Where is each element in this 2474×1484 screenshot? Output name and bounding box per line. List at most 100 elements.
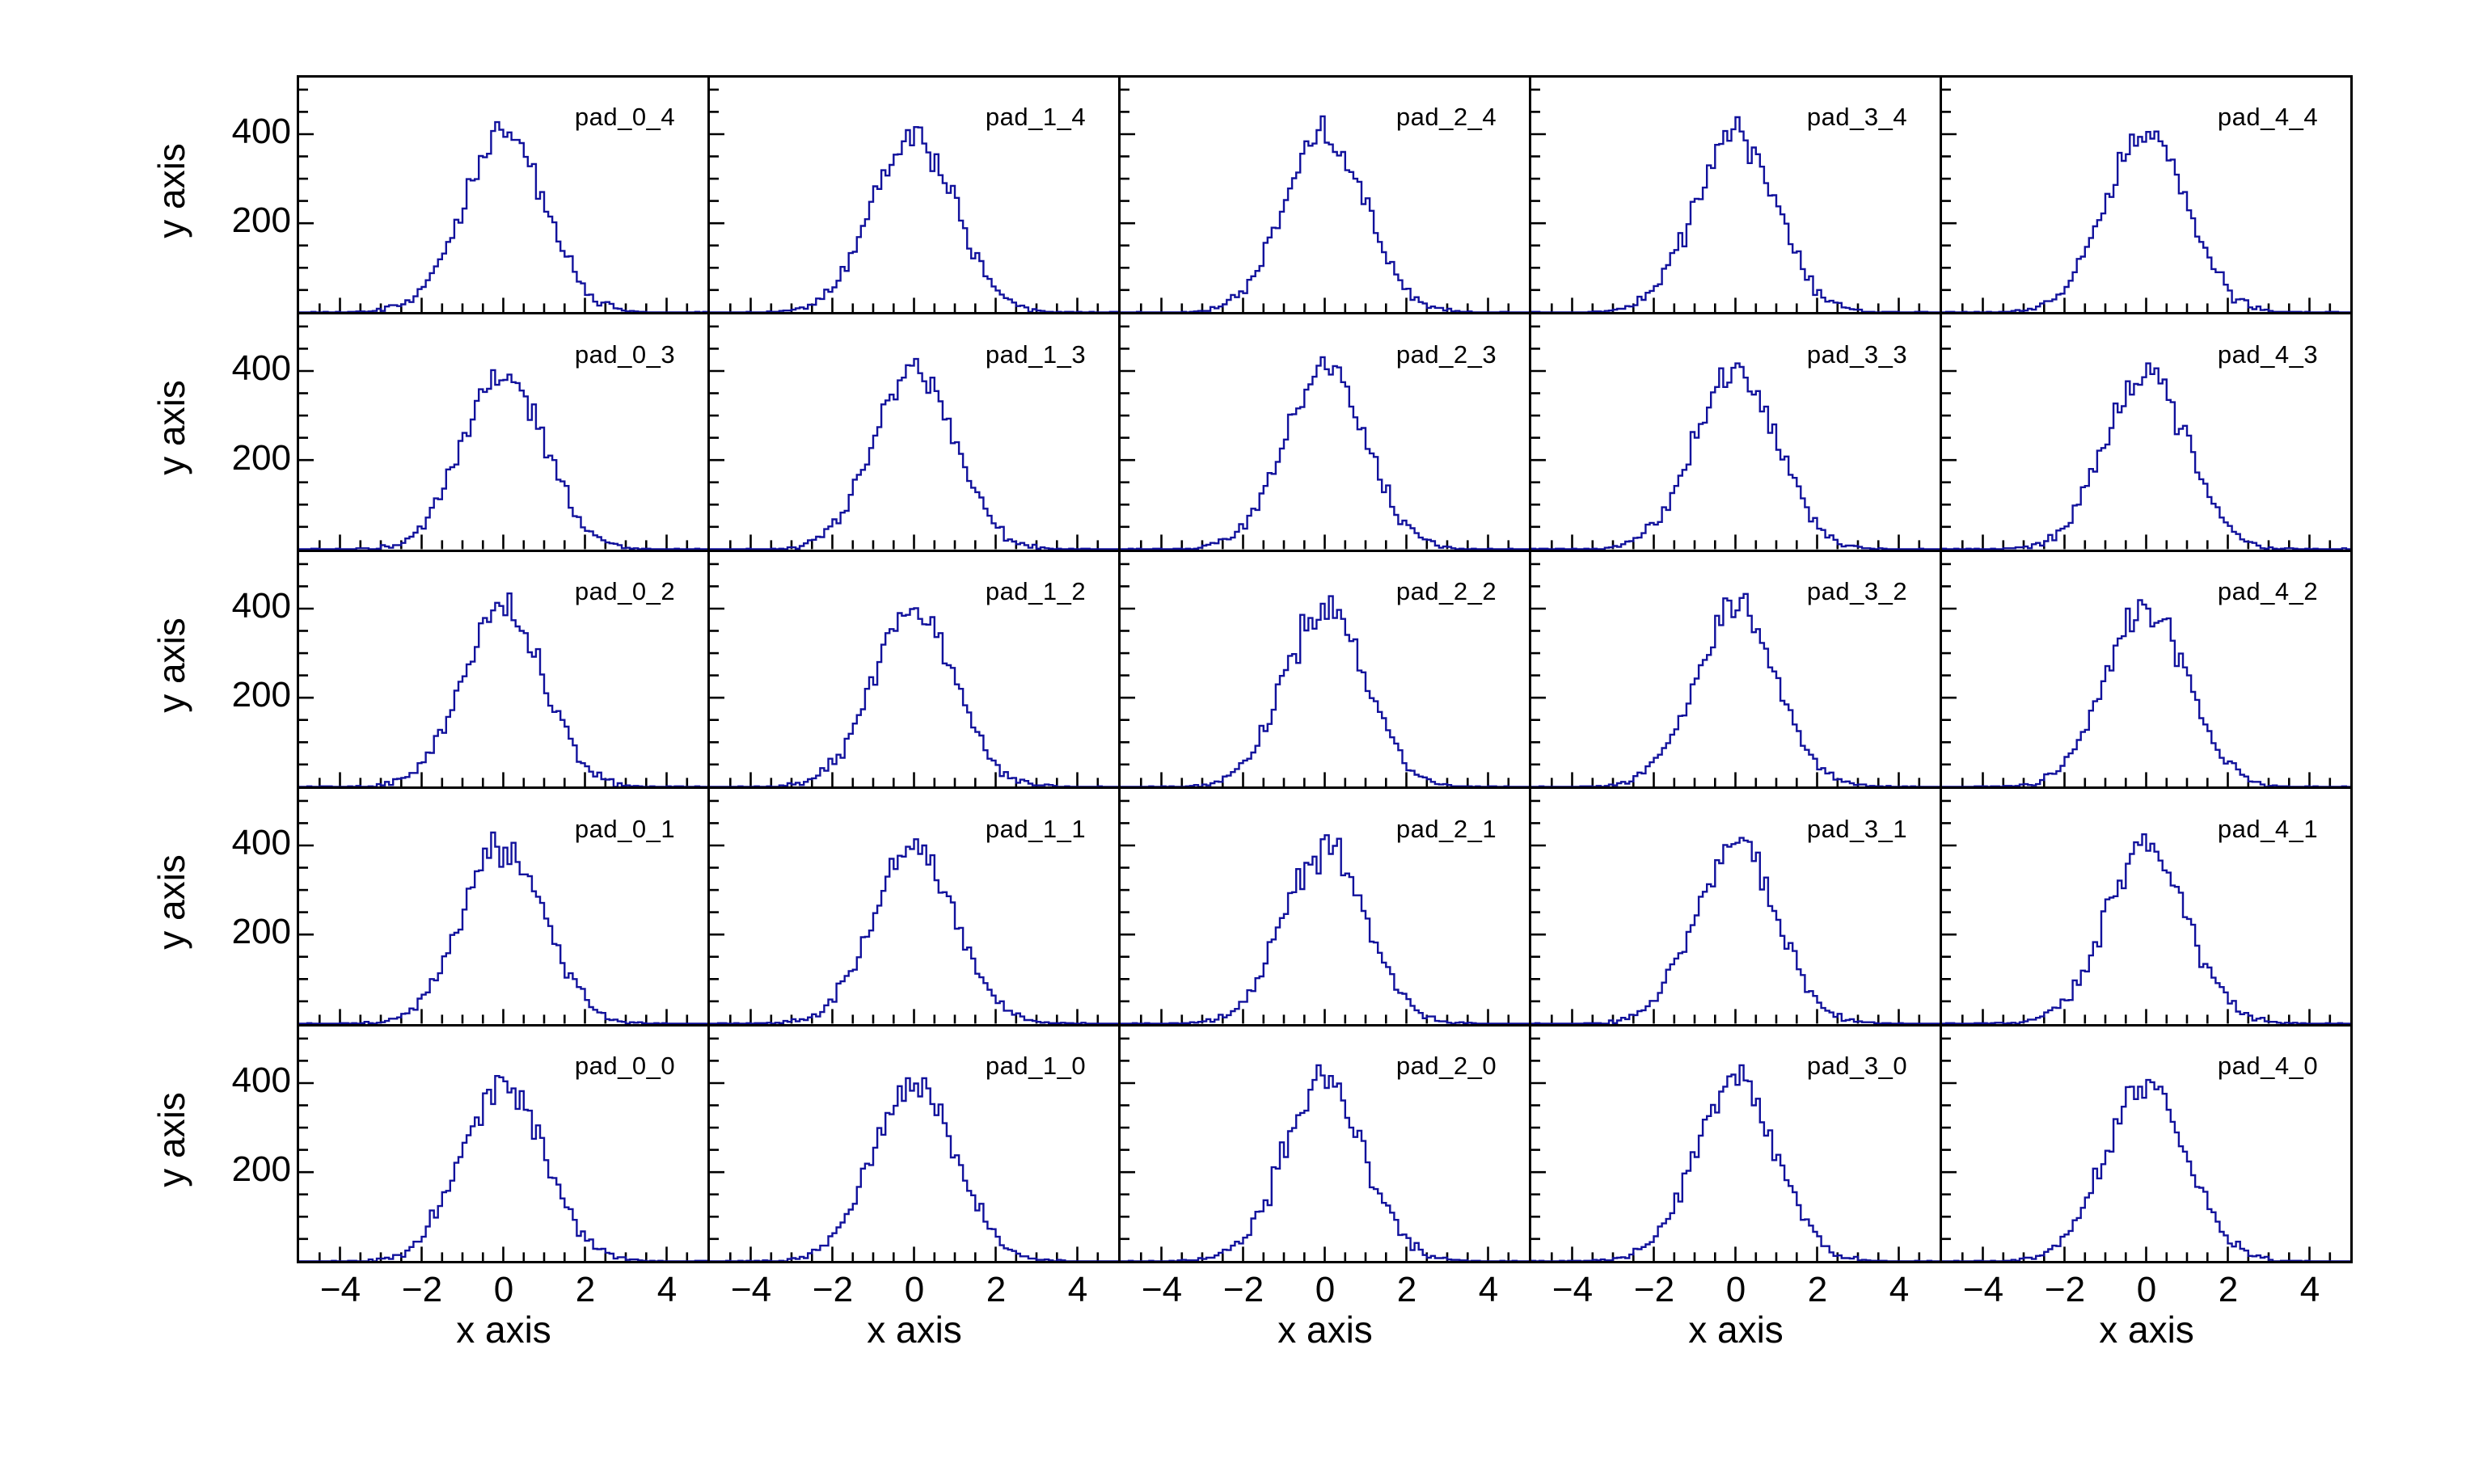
axis-ticks bbox=[1531, 563, 1921, 787]
y-tick-label: 400 bbox=[231, 586, 291, 626]
pad-label: pad_4_3 bbox=[2217, 339, 2319, 369]
pad-cell: pad_1_1 bbox=[707, 789, 1118, 1027]
y-tick-label: 400 bbox=[231, 348, 291, 388]
axis-ticks bbox=[299, 325, 689, 550]
histogram-plot bbox=[299, 325, 707, 550]
y-tick-label: 400 bbox=[231, 112, 291, 151]
pad-label: pad_3_2 bbox=[1806, 577, 1908, 606]
histogram-line bbox=[299, 831, 707, 1024]
x-tick-label: −4 bbox=[1141, 1270, 1183, 1309]
histogram-plot bbox=[1531, 88, 1940, 313]
y-tick-label: 200 bbox=[231, 438, 291, 478]
histogram-line bbox=[299, 592, 707, 787]
pad-cell: pad_0_0 bbox=[297, 1026, 707, 1263]
histogram-line bbox=[710, 606, 1118, 787]
y-axis-title: y axis bbox=[150, 618, 192, 713]
x-tick-label: 2 bbox=[1396, 1270, 1417, 1309]
pad-label: pad_2_3 bbox=[1395, 339, 1497, 369]
x-tick-label: −2 bbox=[1222, 1270, 1264, 1309]
x-tick-label: 4 bbox=[1067, 1270, 1088, 1309]
histogram-line bbox=[1531, 837, 1940, 1024]
pad-label: pad_1_3 bbox=[985, 339, 1087, 369]
pad-cell: pad_0_1 bbox=[297, 789, 707, 1027]
axis-ticks bbox=[1121, 563, 1510, 787]
histogram-line bbox=[1121, 356, 1529, 550]
x-axis-title: x axis bbox=[456, 1309, 551, 1351]
histogram-line bbox=[1531, 362, 1940, 550]
histogram-plot bbox=[1121, 799, 1529, 1024]
histogram-line bbox=[710, 358, 1118, 550]
x-tick-label: 4 bbox=[2299, 1270, 2320, 1309]
y-axis-title: y axis bbox=[150, 1092, 192, 1187]
histogram-plot bbox=[1531, 325, 1940, 550]
y-axis-title: y axis bbox=[150, 380, 192, 475]
pad-label: pad_4_1 bbox=[2217, 814, 2319, 843]
x-tick-label: 2 bbox=[575, 1270, 596, 1309]
histogram-line bbox=[1942, 130, 2350, 313]
pad-cell: pad_1_3 bbox=[707, 314, 1118, 552]
x-tick-label: −4 bbox=[1552, 1270, 1594, 1309]
pad-label: pad_3_4 bbox=[1806, 103, 1908, 132]
histogram-plot bbox=[710, 88, 1118, 313]
pad-cell: pad_1_4 bbox=[707, 78, 1118, 315]
axis-ticks bbox=[1942, 563, 2332, 787]
pad-cell: pad_4_0 bbox=[1940, 1026, 2350, 1263]
x-tick-label: 0 bbox=[1315, 1270, 1336, 1309]
histogram-plot bbox=[1121, 1037, 1529, 1261]
pad-cell: pad_2_0 bbox=[1118, 1026, 1529, 1263]
histogram-line bbox=[1531, 1064, 1940, 1261]
pad-cell: pad_0_3 bbox=[297, 314, 707, 552]
pad-cell: pad_4_1 bbox=[1940, 789, 2350, 1027]
histogram-line bbox=[710, 1077, 1118, 1261]
axis-ticks bbox=[710, 1037, 1100, 1261]
histogram-plot bbox=[1121, 563, 1529, 787]
axis-ticks bbox=[1121, 325, 1510, 550]
y-tick-label: 400 bbox=[231, 823, 291, 862]
histogram-plot bbox=[710, 563, 1118, 787]
histogram-plot bbox=[1121, 325, 1529, 550]
x-tick-label: −2 bbox=[1633, 1270, 1675, 1309]
pad-label: pad_0_3 bbox=[574, 339, 676, 369]
x-tick-label: 0 bbox=[493, 1270, 514, 1309]
histogram-plot bbox=[299, 799, 707, 1024]
axis-ticks bbox=[1942, 325, 2332, 550]
histogram-plot bbox=[1942, 799, 2350, 1024]
axis-ticks bbox=[1942, 88, 2332, 313]
pad-label: pad_4_0 bbox=[2217, 1051, 2319, 1080]
pad-label: pad_3_1 bbox=[1806, 814, 1908, 843]
histogram-plot bbox=[1942, 88, 2350, 313]
x-tick-label: 4 bbox=[656, 1270, 678, 1309]
axis-ticks bbox=[1531, 799, 1921, 1024]
pad-label: pad_0_0 bbox=[574, 1051, 676, 1080]
x-axis-title: x axis bbox=[1277, 1309, 1373, 1351]
axis-ticks bbox=[299, 563, 689, 787]
x-axis-title: x axis bbox=[1688, 1309, 1784, 1351]
pad-cell: pad_2_4 bbox=[1118, 78, 1529, 315]
pad-grid: pad_0_4 pad_1_4 pad_2_4 pad_3_4 pad_4_4 pad_0… bbox=[297, 75, 2353, 1263]
y-axis-title: y axis bbox=[150, 143, 192, 238]
pad-cell: pad_2_2 bbox=[1118, 551, 1529, 790]
x-tick-label: −4 bbox=[1962, 1270, 2004, 1309]
x-axis-title: x axis bbox=[2099, 1309, 2194, 1351]
pad-label: pad_3_0 bbox=[1806, 1051, 1908, 1080]
pad-label: pad_2_4 bbox=[1395, 103, 1497, 132]
pad-cell: pad_4_4 bbox=[1940, 78, 2350, 315]
pad-label: pad_1_1 bbox=[985, 814, 1087, 843]
pad-cell: pad_3_3 bbox=[1529, 314, 1940, 552]
pad-cell: pad_0_2 bbox=[297, 551, 707, 790]
y-tick-label: 200 bbox=[231, 675, 291, 715]
y-tick-label: 200 bbox=[231, 200, 291, 240]
pad-label: pad_1_2 bbox=[985, 577, 1087, 606]
pad-cell: pad_2_1 bbox=[1118, 789, 1529, 1027]
histogram-line bbox=[1121, 1064, 1529, 1261]
histogram-line bbox=[299, 369, 707, 550]
pad-label: pad_3_3 bbox=[1806, 339, 1908, 369]
pad-cell: pad_1_2 bbox=[707, 551, 1118, 790]
histogram-plot bbox=[1531, 1037, 1940, 1261]
histogram-line bbox=[1942, 599, 2350, 787]
pad-label: pad_0_1 bbox=[574, 814, 676, 843]
histogram-plot bbox=[1942, 1037, 2350, 1261]
pad-cell: pad_4_2 bbox=[1940, 551, 2350, 790]
histogram-line bbox=[299, 1074, 707, 1261]
